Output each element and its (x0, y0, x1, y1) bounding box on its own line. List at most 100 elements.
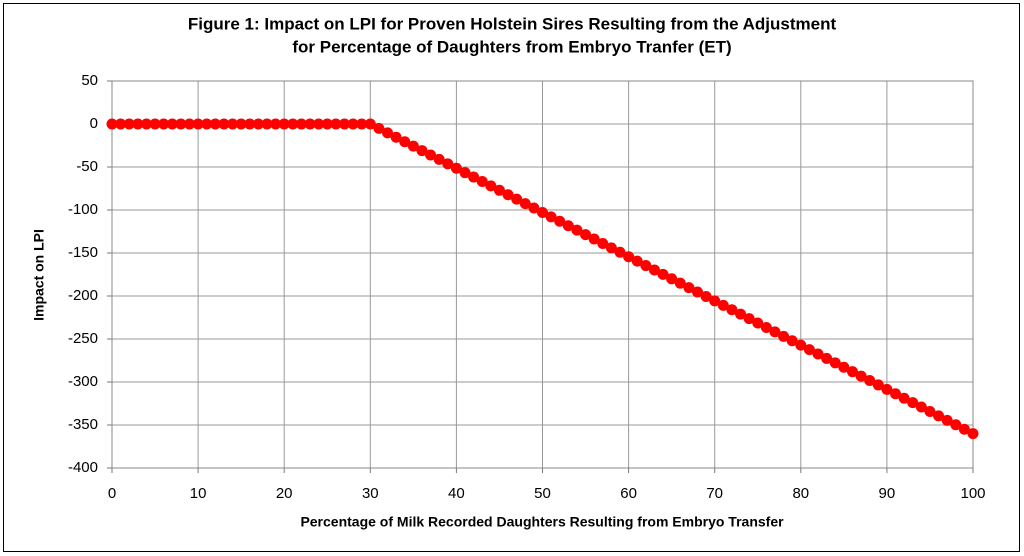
data-point (511, 193, 523, 205)
data-point (295, 118, 307, 130)
data-point (735, 308, 747, 320)
data-point (941, 414, 953, 426)
data-point (691, 286, 703, 298)
data-point (321, 118, 333, 130)
data-point (674, 277, 686, 289)
data-point (261, 118, 273, 130)
chart-frame (3, 3, 1020, 552)
data-point (502, 189, 514, 201)
y-tick-label: -400 (68, 459, 98, 476)
data-point (967, 428, 979, 440)
data-point (304, 118, 316, 130)
data-point (252, 118, 264, 130)
y-tick-label: -250 (68, 330, 98, 347)
plot-border (111, 80, 974, 469)
data-point (803, 344, 815, 356)
data-point (614, 246, 626, 258)
data-point (571, 224, 583, 236)
data-point (364, 118, 376, 130)
data-point (382, 127, 394, 139)
data-point (416, 145, 428, 157)
x-tick-label: 10 (190, 485, 207, 502)
data-point (166, 118, 178, 130)
y-axis-title: Impact on LPI (31, 229, 47, 321)
data-point (812, 348, 824, 360)
data-point (425, 149, 437, 161)
data-point (399, 136, 411, 148)
y-tick-label: -350 (68, 416, 98, 433)
data-point (597, 237, 609, 249)
data-point (605, 242, 617, 254)
x-axis-title: Percentage of Milk Recorded Daughters Re… (300, 514, 784, 530)
data-point (838, 361, 850, 373)
data-point (468, 171, 480, 183)
data-point (846, 366, 858, 378)
y-tick-label: -150 (68, 244, 98, 261)
data-point (459, 167, 471, 179)
data-point (244, 118, 256, 130)
data-point (123, 118, 135, 130)
data-point (476, 176, 488, 188)
y-tick-label: 50 (81, 72, 98, 89)
data-point (795, 339, 807, 351)
x-tick-label: 80 (792, 485, 809, 502)
data-point (950, 419, 962, 431)
data-point (183, 118, 195, 130)
data-point (313, 118, 325, 130)
data-point (106, 118, 118, 130)
data-point (450, 162, 462, 174)
data-point (537, 206, 548, 218)
data-point (657, 268, 669, 280)
data-point (209, 118, 221, 130)
data-point (648, 264, 660, 276)
data-point (278, 118, 290, 130)
data-point (580, 229, 592, 241)
data-point (726, 304, 738, 316)
data-point (864, 375, 876, 387)
data-point (907, 397, 919, 409)
x-tick-label: 50 (534, 485, 551, 502)
data-point (640, 260, 652, 272)
data-point (924, 405, 936, 417)
data-point (149, 118, 161, 130)
y-tick-label: -100 (68, 201, 98, 218)
data-point (390, 131, 402, 143)
data-point (881, 383, 893, 395)
data-point (752, 317, 764, 329)
data-point (631, 255, 643, 267)
data-point (235, 118, 247, 130)
data-point (433, 153, 445, 165)
chart-title: Figure 1: Impact on LPI for Proven Holst… (188, 14, 837, 33)
data-point (717, 299, 729, 311)
x-tick-label: 30 (362, 485, 379, 502)
data-point (201, 118, 213, 130)
data-point (700, 291, 712, 303)
x-tick-label: 40 (448, 485, 465, 502)
data-point (175, 118, 187, 130)
data-point (519, 198, 531, 210)
data-point (760, 321, 772, 333)
data-point (493, 184, 505, 196)
y-tick-label: -200 (68, 287, 98, 304)
data-point (958, 423, 970, 435)
y-tick-label: -300 (68, 373, 98, 390)
data-point (140, 118, 152, 130)
data-point (872, 379, 884, 391)
data-point (270, 118, 282, 130)
data-point (821, 352, 833, 364)
data-point (588, 233, 600, 245)
data-point (915, 401, 927, 413)
data-point (898, 392, 910, 404)
data-point (287, 118, 299, 130)
data-point (933, 410, 945, 422)
data-point (132, 118, 144, 130)
data-point (158, 118, 170, 130)
data-point (218, 118, 230, 130)
chart-title: for Percentage of Daughters from Embryo … (292, 37, 731, 56)
data-point (554, 215, 566, 227)
x-tick-label: 60 (620, 485, 637, 502)
x-tick-label: 100 (960, 485, 985, 502)
data-point (743, 313, 755, 325)
